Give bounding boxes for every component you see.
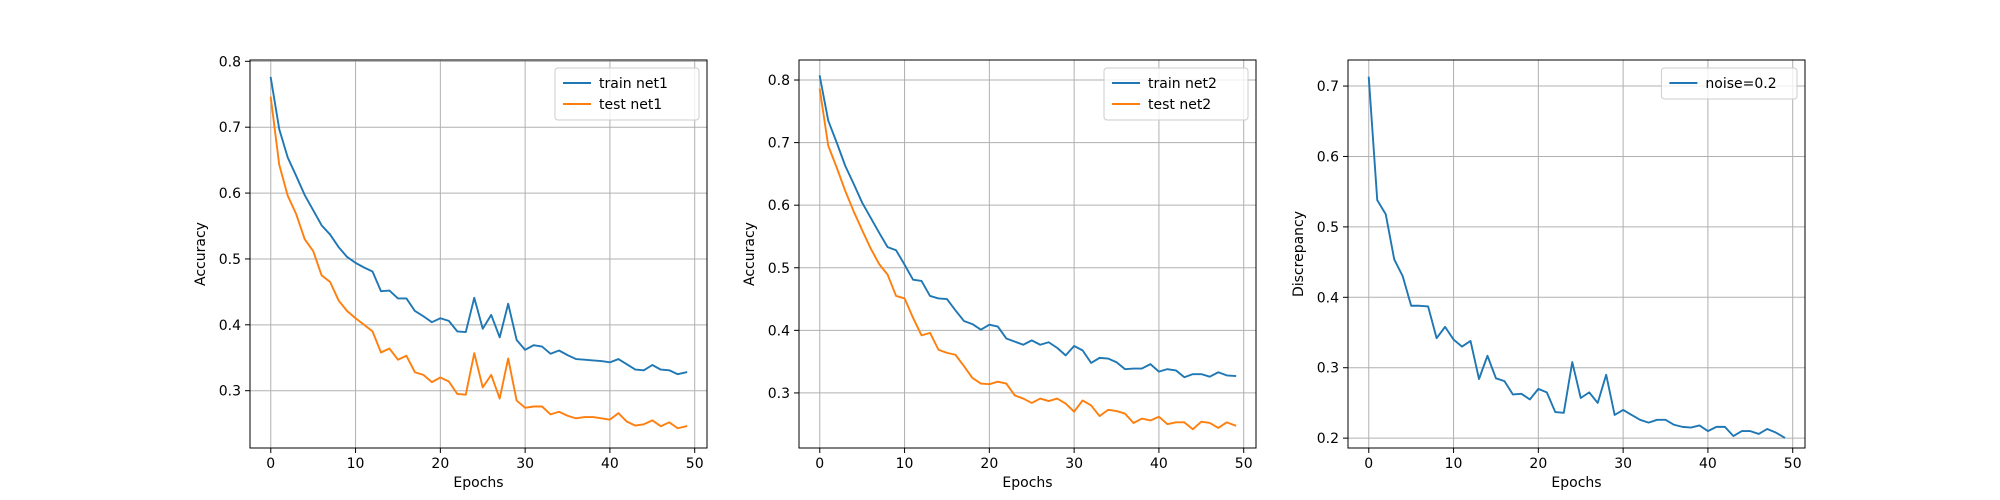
y-axis-label: Discrepancy <box>1291 211 1307 297</box>
y-tick-label: 0.5 <box>219 252 241 268</box>
series-line-1 <box>818 75 1237 379</box>
legend-label: train net2 <box>1148 76 1217 92</box>
legend: noise=0.2 <box>1660 67 1798 100</box>
y-tick-label: 0.2 <box>1317 431 1339 447</box>
x-axis-label: Epochs <box>453 475 503 491</box>
y-tick-label: 0.4 <box>219 318 241 334</box>
y-axis-label: Accuracy <box>193 222 209 286</box>
legend-box <box>554 67 700 121</box>
x-tick-label: 0 <box>266 456 275 472</box>
x-tick-label: 30 <box>1614 456 1632 472</box>
y-axis-label: Accuracy <box>742 222 758 286</box>
x-tick-label: 10 <box>1445 456 1463 472</box>
y-tick-label: 0.4 <box>1317 290 1339 306</box>
x-tick-label: 40 <box>1150 456 1168 472</box>
x-tick-label: 10 <box>896 456 914 472</box>
x-tick-label: 20 <box>980 456 998 472</box>
y-tick-label: 0.3 <box>768 386 790 402</box>
axes-frame <box>798 59 1257 449</box>
chart-2: 0 10 20 30 40 50 0.3 0.4 0.5 0.6 0.7 0.8 Epochs Accur… <box>742 59 1257 491</box>
y-tick-label: 0.5 <box>1317 220 1339 236</box>
y-tick-label: 0.6 <box>219 186 241 202</box>
x-tick-label: 0 <box>815 456 824 472</box>
axes-frame <box>249 59 708 449</box>
series-line-2 <box>818 88 1237 431</box>
legend: train net1 test net1 <box>554 67 700 121</box>
chart-3: 0 10 20 30 40 50 0.2 0.3 0.4 0.5 0.6 0.7 Epochs Discr… <box>1291 59 1806 491</box>
x-tick-label: 20 <box>1529 456 1547 472</box>
y-tick-label: 0.3 <box>1317 361 1339 377</box>
legend-label: test net2 <box>1148 97 1211 113</box>
series-line-1 <box>1367 76 1786 439</box>
y-tick-label: 0.6 <box>1317 149 1339 165</box>
axes-frame <box>1347 59 1806 449</box>
x-tick-label: 30 <box>1065 456 1083 472</box>
chart-1: 0 10 20 30 40 50 0.3 0.4 0.5 0.6 0.7 0.8 Epochs Accur… <box>193 54 708 491</box>
x-tick-label: 50 <box>686 456 704 472</box>
x-tick-label: 40 <box>601 456 619 472</box>
x-tick-label: 40 <box>1699 456 1717 472</box>
x-tick-label: 50 <box>1235 456 1253 472</box>
y-tick-label: 0.5 <box>768 261 790 277</box>
y-tick-label: 0.7 <box>768 136 790 152</box>
x-tick-label: 10 <box>347 456 365 472</box>
legend-label: train net1 <box>599 76 668 92</box>
y-tick-label: 0.7 <box>219 120 241 136</box>
y-tick-label: 0.4 <box>768 323 790 339</box>
legend-box <box>1660 67 1798 100</box>
legend: train net2 test net2 <box>1103 67 1249 121</box>
series-line-1 <box>269 76 688 376</box>
series-line-2 <box>269 96 688 430</box>
legend-label: noise=0.2 <box>1705 76 1776 92</box>
legend-box <box>1103 67 1249 121</box>
x-axis-label: Epochs <box>1551 475 1601 491</box>
x-tick-label: 30 <box>516 456 534 472</box>
y-tick-label: 0.7 <box>1317 79 1339 95</box>
x-tick-label: 50 <box>1784 456 1802 472</box>
y-tick-label: 0.8 <box>768 73 790 89</box>
x-tick-label: 20 <box>431 456 449 472</box>
y-tick-label: 0.8 <box>219 54 241 70</box>
x-axis-label: Epochs <box>1002 475 1052 491</box>
y-tick-label: 0.6 <box>768 198 790 214</box>
y-tick-label: 0.3 <box>219 384 241 400</box>
x-tick-label: 0 <box>1364 456 1373 472</box>
legend-label: test net1 <box>599 97 662 113</box>
